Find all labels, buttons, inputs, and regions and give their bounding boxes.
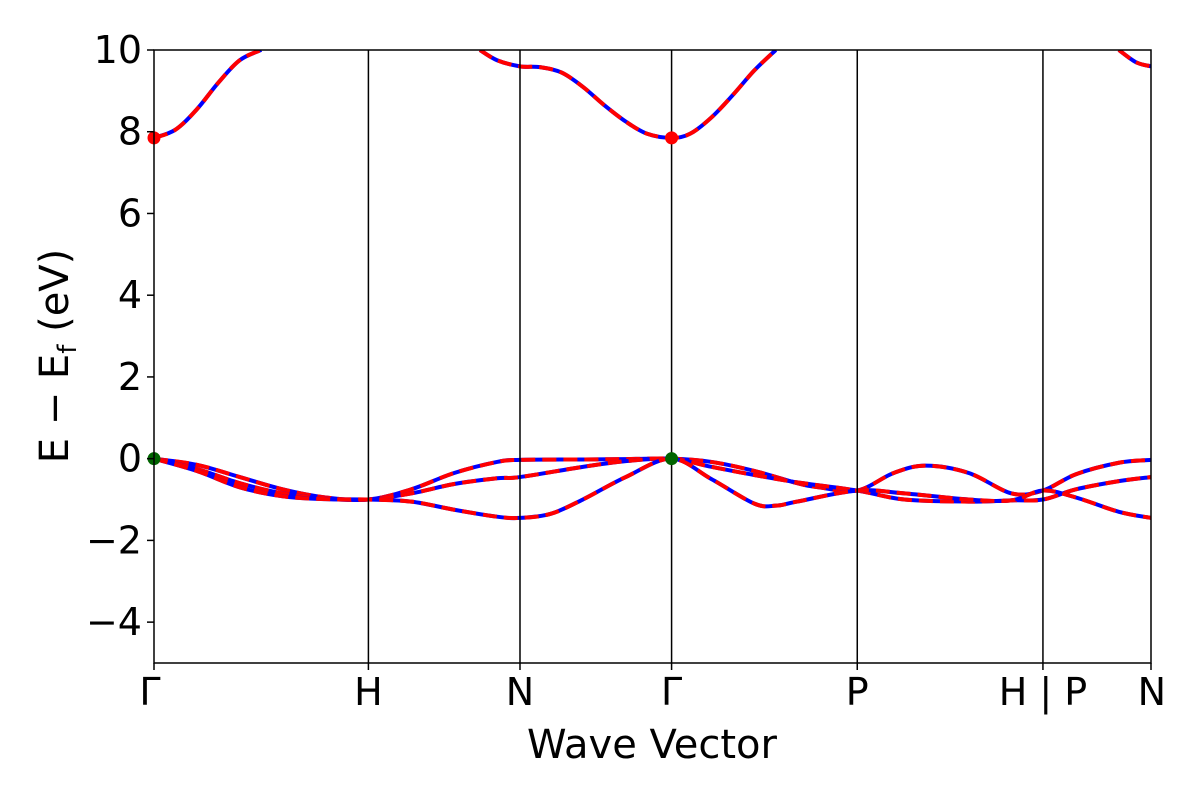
y-tick-label-3: 2 [118,355,142,399]
band-line-fit-5 [154,456,1151,521]
vbm-marker-3 [665,452,679,466]
x-tick-label-3: Γ [661,670,682,714]
y-tick-label-4: 4 [118,273,142,317]
y-tick-label-2: 0 [118,437,142,481]
x-tick-label-4: P [846,670,869,714]
x-tick-label-6: N [1138,670,1166,714]
x-tick-label-2: N [506,670,534,714]
y-axis-label-unit: (eV) [32,249,78,345]
bands-layer [154,50,1151,521]
y-tick-label-7: 10 [94,28,142,72]
x-tick-label-1: H [354,670,383,714]
y-axis-ticks: −4 −2 0 2 4 6 8 10 [86,28,154,644]
y-tick-label-0: −4 [86,600,142,644]
band-line-fit-2 [1117,50,1151,69]
y-tick-label-1: −2 [86,518,142,562]
band-line-fit-0 [154,50,263,140]
y-tick-label-5: 6 [118,191,142,235]
x-axis-label: Wave Vector [527,722,778,768]
y-axis-label-main: E − E [32,354,78,464]
y-axis-label-sub: f [53,344,83,354]
cbm-marker-1 [665,131,679,145]
extrema-markers [147,131,679,466]
y-tick-label-6: 8 [118,110,142,154]
plot-frame [153,49,1152,664]
x-tick-label-5: H | P [999,670,1087,715]
x-tick-label-0: Γ [139,670,160,714]
k-point-lines [367,50,1044,663]
y-axis-label: E − Ef (eV) [32,249,83,464]
x-axis-ticks: Γ H N Γ P H | P N [139,663,1166,715]
band-line-fit-1 [478,50,778,140]
